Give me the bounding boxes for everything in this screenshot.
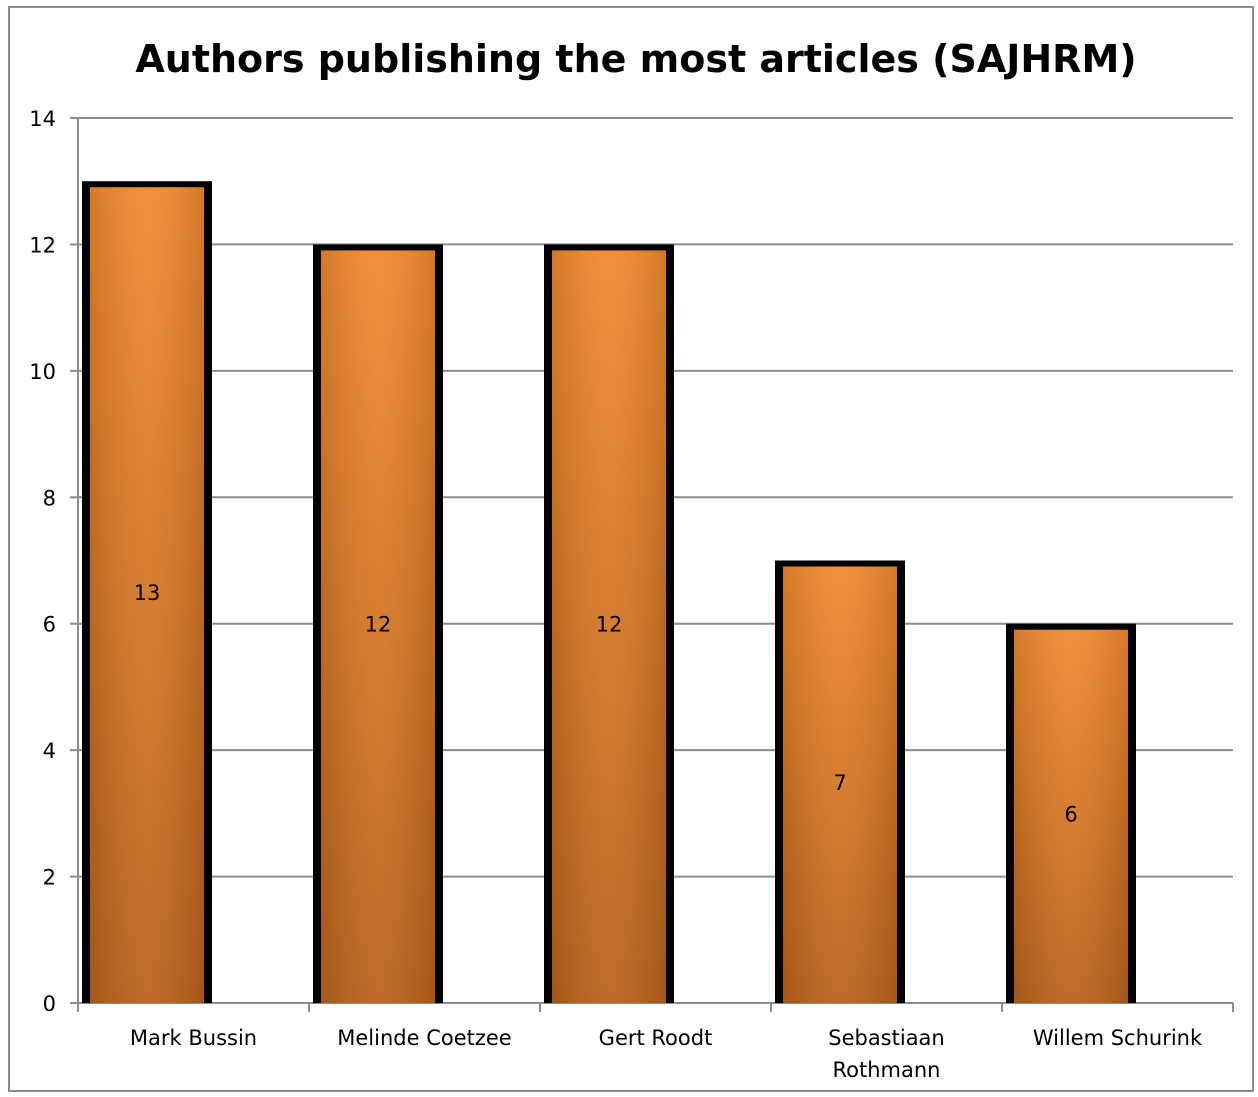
bar xyxy=(544,244,674,1003)
bar xyxy=(313,244,443,1003)
x-category-label: Mark Bussin xyxy=(130,1026,257,1050)
data-label: 12 xyxy=(596,613,623,637)
y-tick-label: 10 xyxy=(29,360,56,384)
x-category-label: Melinde Coetzee xyxy=(337,1026,511,1050)
x-category-labels: Mark Bussin Melinde Coetzee Gert Roodt Seba… xyxy=(130,1026,1203,1082)
data-label: 6 xyxy=(1064,802,1077,826)
bar xyxy=(775,560,905,1003)
x-category-label: Willem Schurink xyxy=(1033,1026,1203,1050)
bars xyxy=(82,181,1136,1003)
data-label: 12 xyxy=(365,613,392,637)
bar xyxy=(1006,623,1136,1003)
y-tick-label: 4 xyxy=(43,739,56,763)
data-labels: 13 12 12 7 6 xyxy=(134,581,1078,826)
bar-shine xyxy=(321,250,435,1003)
y-tick-label: 12 xyxy=(29,233,56,257)
bar-shine xyxy=(783,566,897,1003)
y-tick-label: 2 xyxy=(43,866,56,890)
x-category-label: Gert Roodt xyxy=(599,1026,713,1050)
y-tick-label: 14 xyxy=(29,107,56,131)
data-label: 13 xyxy=(134,581,161,605)
y-tick-label: 6 xyxy=(43,613,56,637)
chart-title: Authors publishing the most articles (SA… xyxy=(135,37,1136,81)
y-tick-label: 0 xyxy=(43,992,56,1016)
bar-shine xyxy=(1014,629,1128,1003)
bar-shine xyxy=(552,250,666,1003)
bar xyxy=(82,181,212,1003)
y-tick-label: 8 xyxy=(43,486,56,510)
data-label: 7 xyxy=(833,771,846,795)
y-tick-labels: 0 2 4 6 8 10 12 14 xyxy=(29,107,56,1016)
bar-shine xyxy=(90,187,204,1003)
x-category-label: Sebastiaan Rothmann xyxy=(828,1026,945,1082)
